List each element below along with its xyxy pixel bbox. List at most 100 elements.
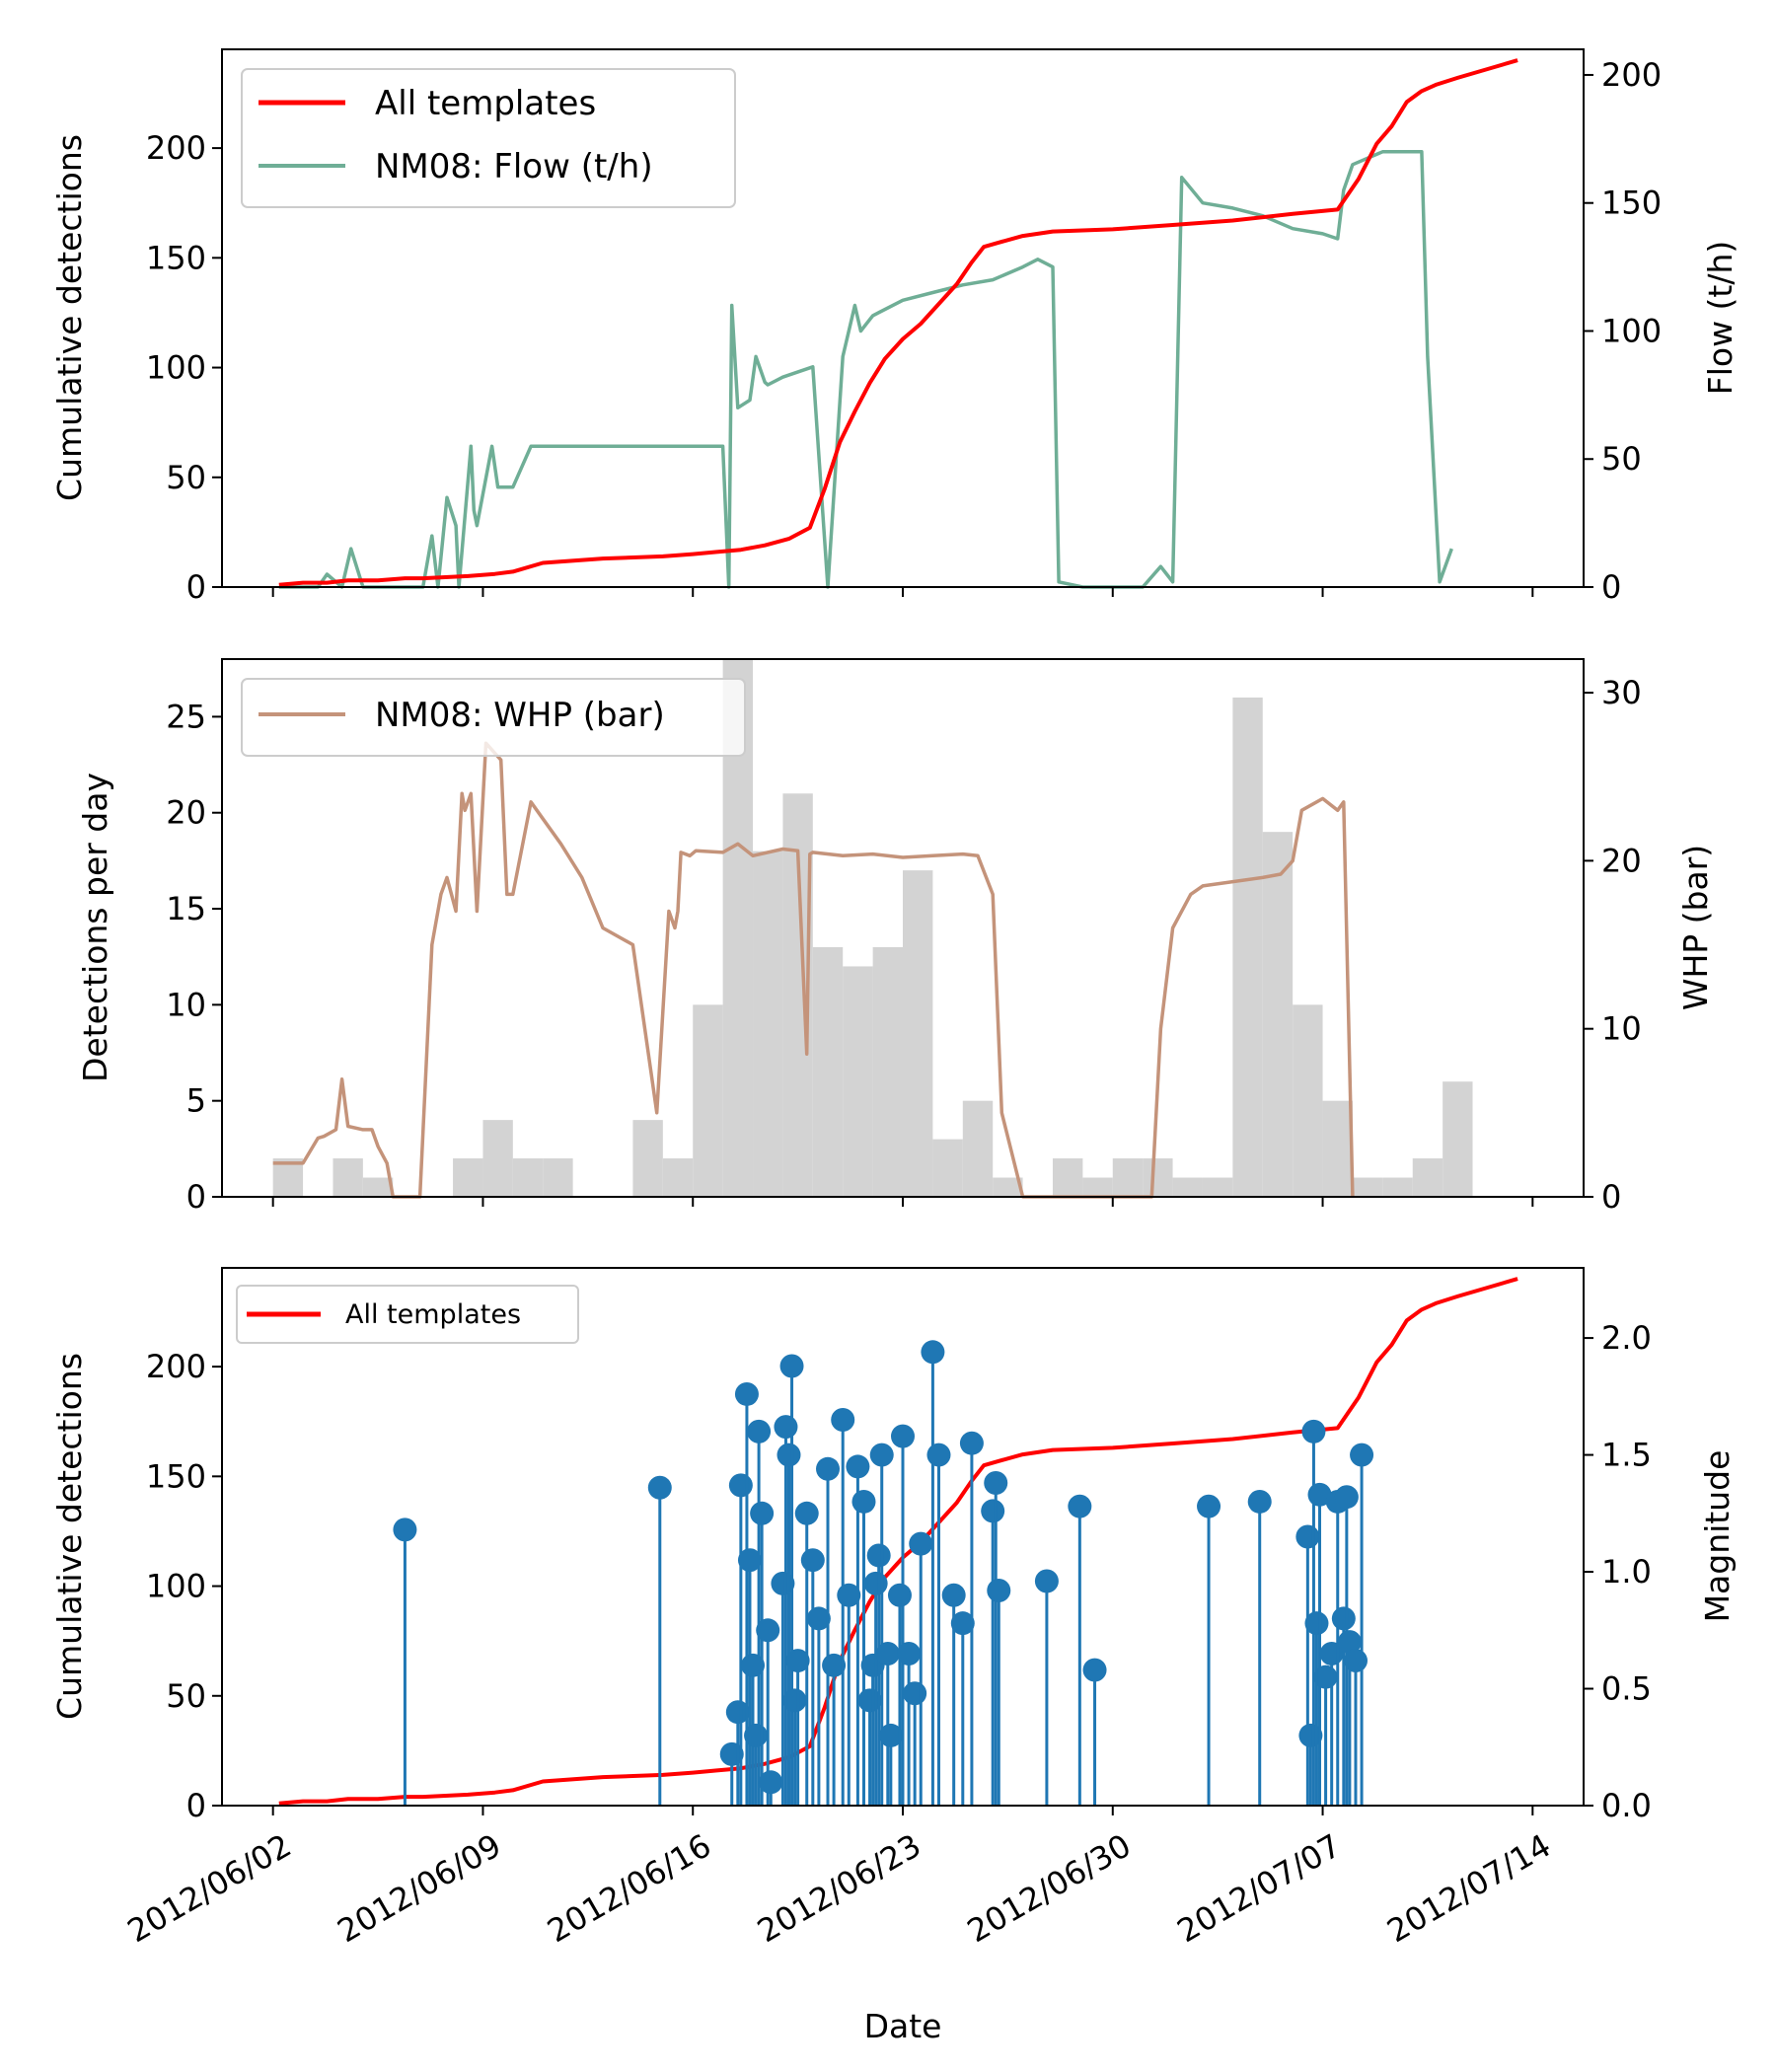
detections-bar [872, 946, 903, 1197]
magnitude-point [728, 1473, 753, 1498]
magnitude-point [891, 1424, 915, 1448]
magnitude-point [822, 1653, 847, 1677]
detections-bar [1382, 1177, 1413, 1197]
panel-middle-detections-whp: 0 5 10 15 20 25 0 10 20 30 Detections per day WHP… [76, 658, 1715, 1216]
magnitude-point [647, 1475, 672, 1500]
detections-bar [1232, 697, 1263, 1197]
magnitude-point [950, 1611, 975, 1636]
y-tick-label: 200 [146, 1348, 206, 1385]
detections-bar [903, 870, 933, 1197]
y2-tick-label: 10 [1601, 1010, 1642, 1048]
y2-tick-label: 100 [1601, 312, 1662, 349]
panel-bottom-ylabel: Cumulative detections [50, 1353, 89, 1720]
detections-bar [632, 1120, 663, 1197]
flow-series-line [278, 150, 1453, 589]
detections-bar [662, 1158, 694, 1197]
magnitude-point [1307, 1482, 1332, 1507]
magnitude-point [734, 1381, 759, 1406]
detections-bar [1172, 1177, 1203, 1197]
detections-bar [1112, 1158, 1144, 1197]
magnitude-point [987, 1579, 1011, 1602]
magnitude-point [1331, 1606, 1356, 1631]
detections-bar [843, 966, 873, 1197]
panel-middle-legend: NM08: WHP (bar) [241, 678, 746, 757]
magnitude-point [875, 1641, 900, 1665]
y2-tick-label: 30 [1601, 674, 1642, 711]
magnitude-point [921, 1340, 945, 1365]
magnitude-point [777, 1443, 801, 1467]
y2-tick-label: 150 [1601, 185, 1662, 222]
magnitude-point [794, 1501, 819, 1525]
y2-tick-label: 0.0 [1601, 1787, 1652, 1824]
detections-bar [362, 1177, 394, 1197]
magnitude-point [393, 1517, 417, 1542]
magnitude-point [725, 1700, 750, 1725]
y2-tick-label: 1.5 [1601, 1437, 1652, 1474]
magnitude-point [887, 1583, 912, 1607]
magnitude-point [863, 1571, 888, 1595]
detections-bar [812, 946, 844, 1197]
magnitude-point [806, 1606, 831, 1631]
magnitude-point [750, 1501, 775, 1525]
y-tick-label: 10 [166, 986, 206, 1023]
detections-bar [1082, 1177, 1113, 1197]
y2-tick-label: 0 [1601, 1178, 1621, 1216]
y-tick-label: 150 [146, 1457, 206, 1495]
panel-middle-ylabel: Detections per day [76, 773, 114, 1082]
magnitude-point [1197, 1494, 1221, 1518]
y-tick-label: 50 [166, 459, 206, 496]
detections-bar [1052, 1158, 1083, 1197]
legend-label-flow: NM08: Flow (t/h) [375, 147, 653, 186]
y2-tick-label: 0.5 [1601, 1670, 1652, 1708]
magnitude-point [759, 1770, 783, 1795]
magnitude-point [737, 1548, 762, 1573]
y-tick-label: 20 [166, 794, 206, 832]
detections-bar [1352, 1177, 1383, 1197]
magnitude-point [981, 1499, 1005, 1523]
panel-top-cumulative-flow: 0 50 100 150 200 0 50 100 150 200 Cumulative dete… [50, 48, 1739, 606]
y-tick-label: 15 [166, 890, 206, 927]
panel-bottom-y2label: Magnitude [1698, 1450, 1737, 1623]
detections-bar [1262, 832, 1294, 1197]
panel-top-legend: All templates NM08: Flow (t/h) [241, 68, 736, 208]
magnitude-point [1350, 1443, 1374, 1467]
magnitude-point [903, 1681, 927, 1706]
magnitude-point [1082, 1658, 1107, 1682]
magnitude-point [897, 1641, 922, 1665]
magnitude-point [1034, 1569, 1059, 1593]
magnitude-point [1301, 1419, 1326, 1443]
magnitude-point [846, 1454, 870, 1479]
detections-bar [993, 1177, 1023, 1197]
magnitude-point [1337, 1630, 1362, 1655]
detections-bar [753, 851, 783, 1197]
detections-bar [453, 1158, 483, 1197]
magnitude-point [782, 1688, 807, 1713]
detections-bar [1202, 1177, 1233, 1197]
magnitude-point [747, 1419, 772, 1443]
detections-bar [693, 1004, 723, 1197]
magnitude-point [1247, 1489, 1272, 1514]
detections-bar [962, 1100, 994, 1197]
y-tick-label: 150 [146, 239, 206, 276]
detections-bar [1412, 1158, 1443, 1197]
cumulative-detections-line [278, 58, 1518, 587]
y-tick-label: 100 [146, 349, 206, 387]
magnitude-point [959, 1431, 984, 1455]
magnitude-point [756, 1618, 780, 1643]
y-tick-label: 25 [166, 698, 206, 735]
detections-bar [1143, 1158, 1173, 1197]
magnitude-point [866, 1543, 891, 1568]
magnitude-point [1343, 1649, 1368, 1673]
magnitude-point [779, 1354, 804, 1378]
y-tick-label: 0 [186, 1787, 206, 1824]
y-tick-label: 100 [146, 1568, 206, 1605]
panel-bottom-legend: All templates [236, 1285, 579, 1344]
y2-tick-label: 2.0 [1601, 1319, 1652, 1357]
magnitude-point [1068, 1494, 1092, 1518]
detections-bar [482, 1120, 513, 1197]
legend-label-whp: NM08: WHP (bar) [375, 696, 665, 735]
y2-tick-label: 20 [1601, 842, 1642, 879]
magnitude-point [1313, 1665, 1338, 1689]
x-axis-label: Date [864, 2007, 942, 2045]
